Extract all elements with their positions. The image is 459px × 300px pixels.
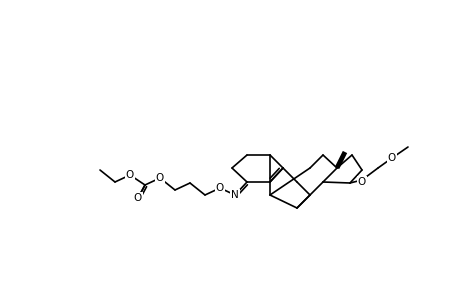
Text: O: O — [156, 173, 164, 183]
Text: O: O — [357, 177, 365, 187]
Text: O: O — [134, 193, 142, 203]
Text: O: O — [126, 170, 134, 180]
Text: N: N — [230, 190, 238, 200]
Text: O: O — [387, 153, 395, 163]
Text: O: O — [215, 183, 224, 193]
